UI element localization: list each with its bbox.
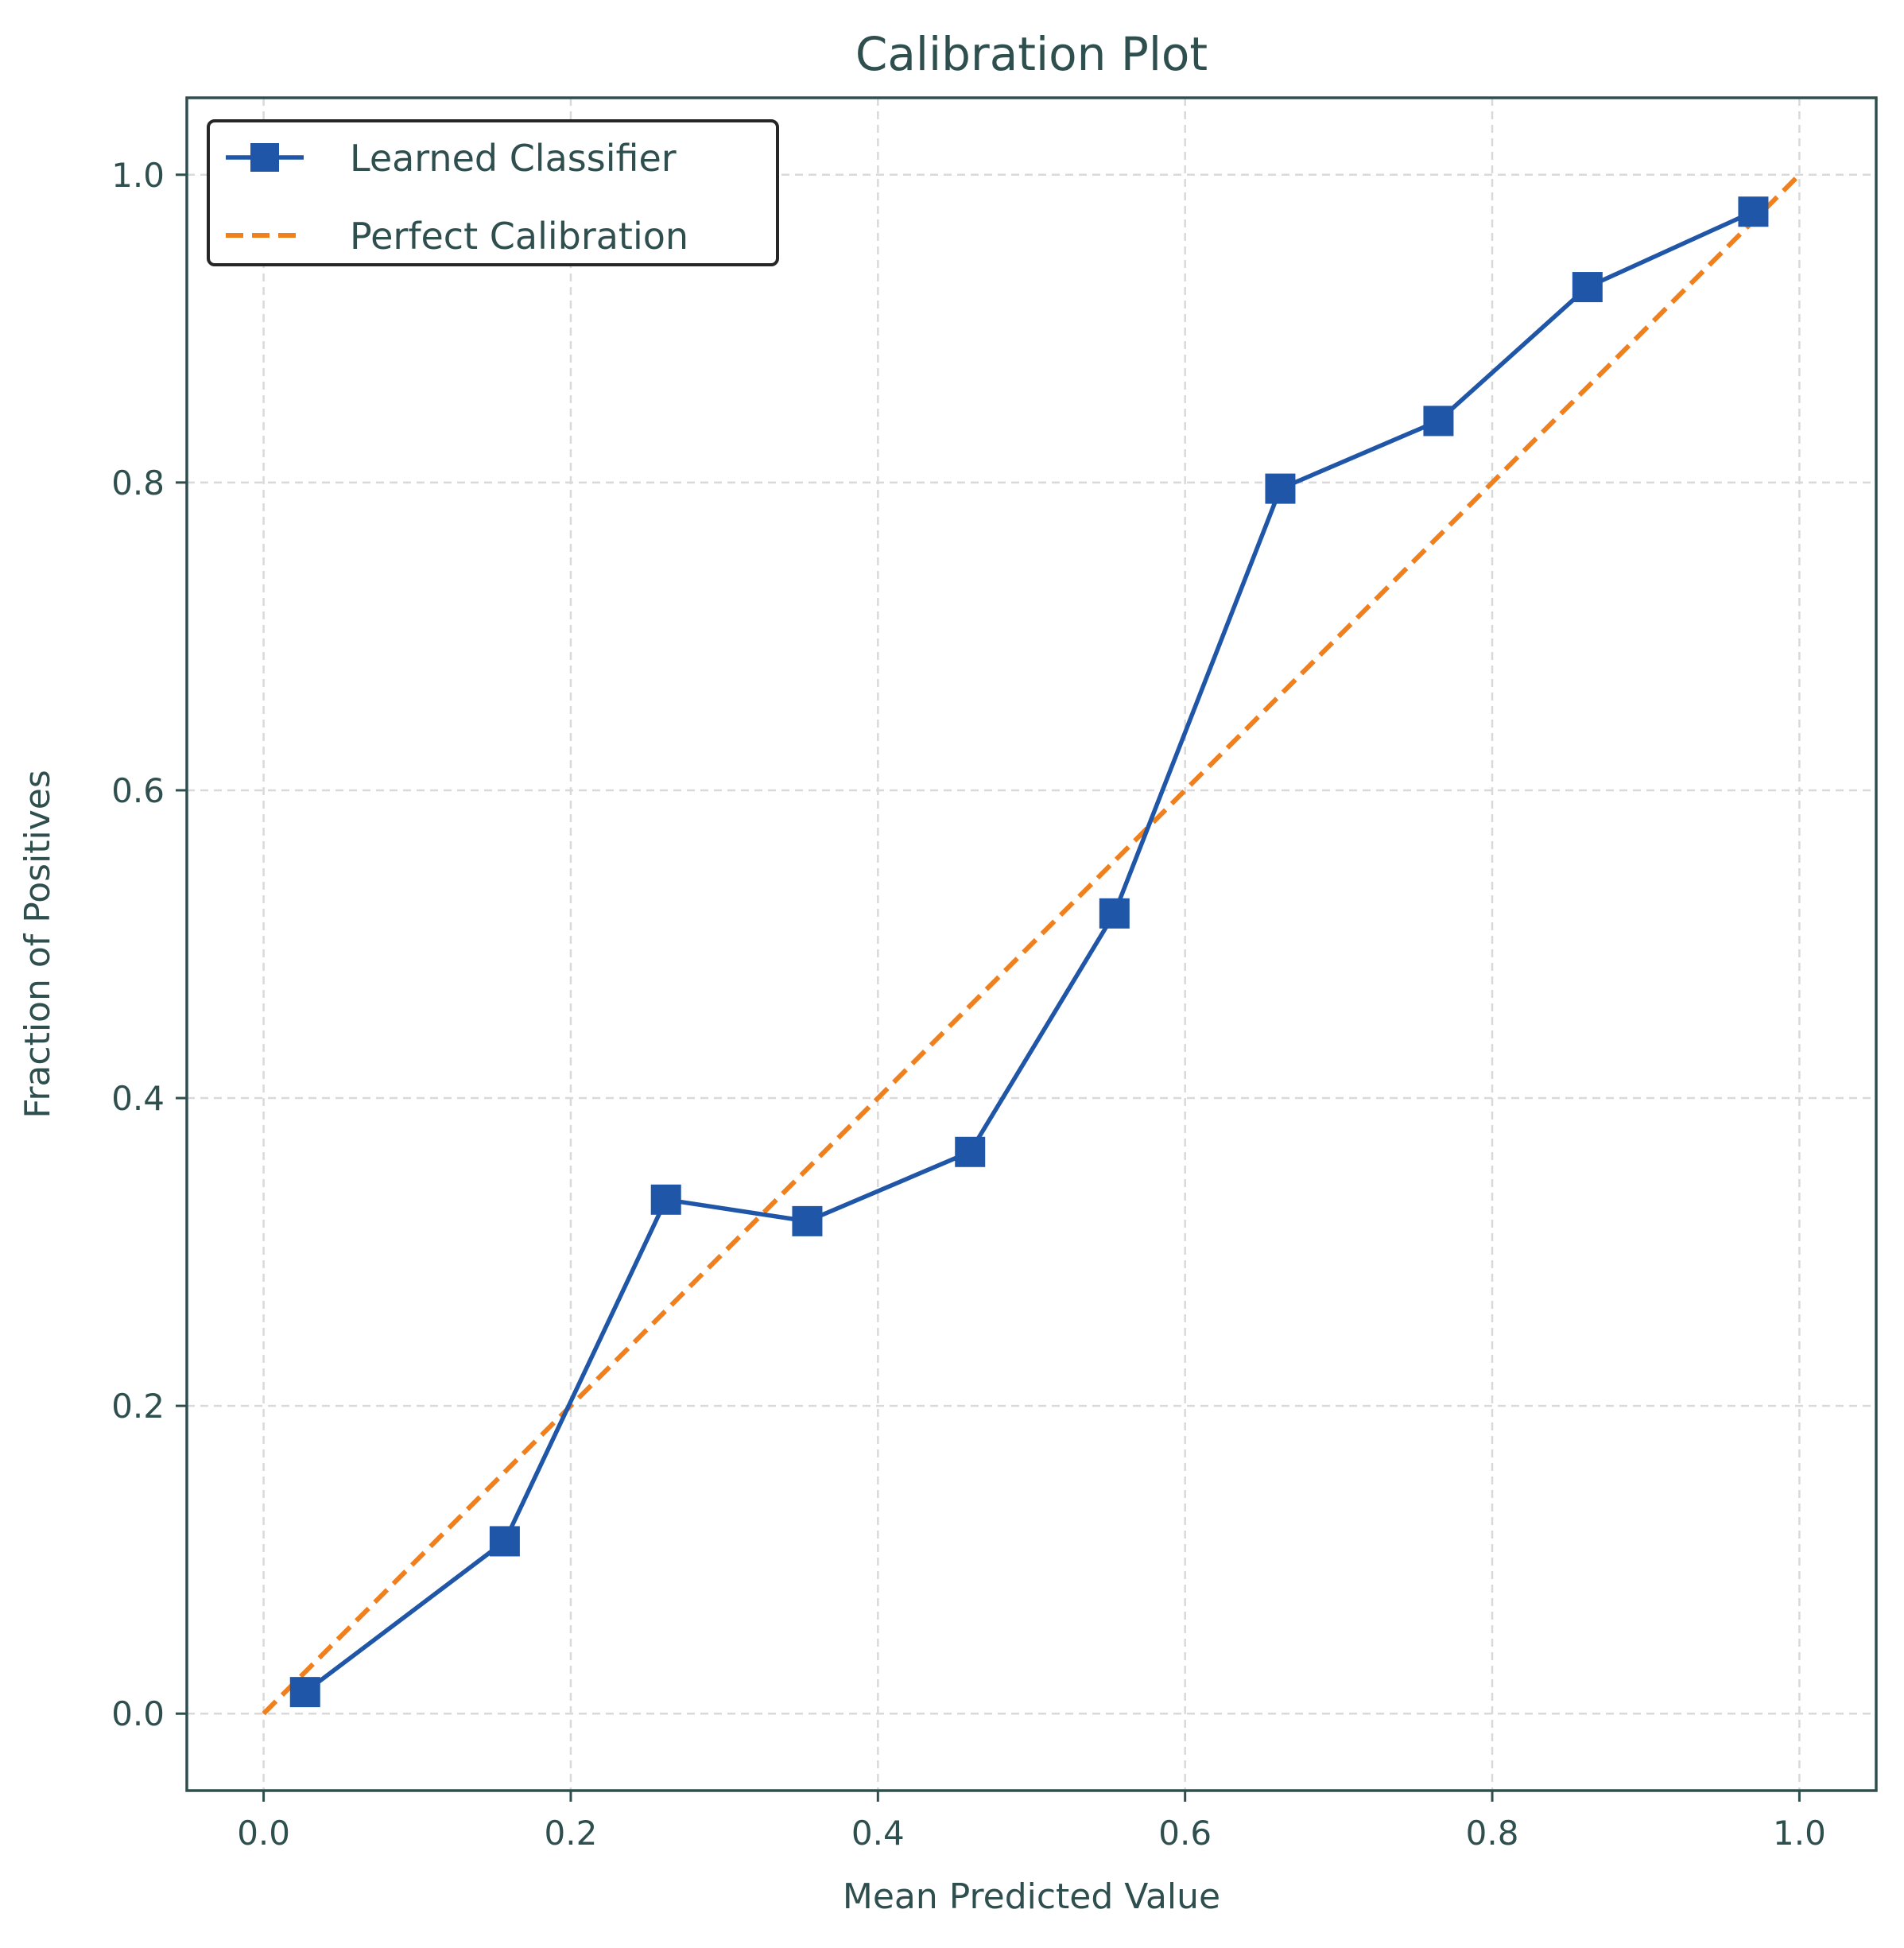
classifier-point [792, 1205, 823, 1236]
plot-frame [185, 96, 1878, 1792]
legend-label: Perfect Calibration [350, 215, 688, 258]
x-tick-label: 0.6 [1158, 1814, 1212, 1853]
x-tick-label: 1.0 [1773, 1814, 1826, 1853]
x-tick-label: 0.2 [545, 1814, 598, 1853]
grid-layer [187, 98, 1876, 1791]
classifier-point [1738, 196, 1769, 227]
y-tick-label: 0.8 [111, 464, 165, 503]
legend-label: Learned Classifier [350, 137, 677, 180]
y-tick-label: 0.0 [111, 1694, 165, 1733]
tick-layer: 0.0 0.2 0.4 0.6 0.8 1.0 0.0 0.2 0.4 0.6 0.8 1.0 [111, 156, 1826, 1853]
classifier-point [1099, 898, 1130, 929]
classifier-point [650, 1184, 681, 1215]
y-tick-label: 1.0 [111, 156, 165, 195]
x-axis-title: Mean Predicted Value [843, 1876, 1220, 1917]
classifier-point [489, 1526, 520, 1557]
series-layer [262, 173, 1801, 1716]
legend: Learned Classifier Perfect Calibration [207, 119, 779, 266]
classifier-point [1265, 473, 1296, 504]
x-tick-label: 0.4 [851, 1814, 905, 1853]
chart-title: Calibration Plot [855, 27, 1208, 81]
classifier-point [1572, 272, 1603, 303]
y-tick-label: 0.2 [111, 1387, 165, 1426]
classifier-point [289, 1677, 320, 1708]
classifier-point [1423, 406, 1454, 437]
classifier-line [304, 209, 1755, 1694]
classifier-point [955, 1136, 986, 1167]
legend-box [207, 119, 779, 266]
perfect-calibration-line [262, 173, 1801, 1716]
y-tick-label: 0.4 [111, 1079, 165, 1118]
y-tick-label: 0.6 [111, 771, 165, 810]
x-tick-label: 0.8 [1466, 1814, 1519, 1853]
x-tick-label: 0.0 [237, 1814, 290, 1853]
y-axis-title: Fraction of Positives [17, 770, 58, 1119]
legend-swatch-marker [250, 143, 279, 172]
